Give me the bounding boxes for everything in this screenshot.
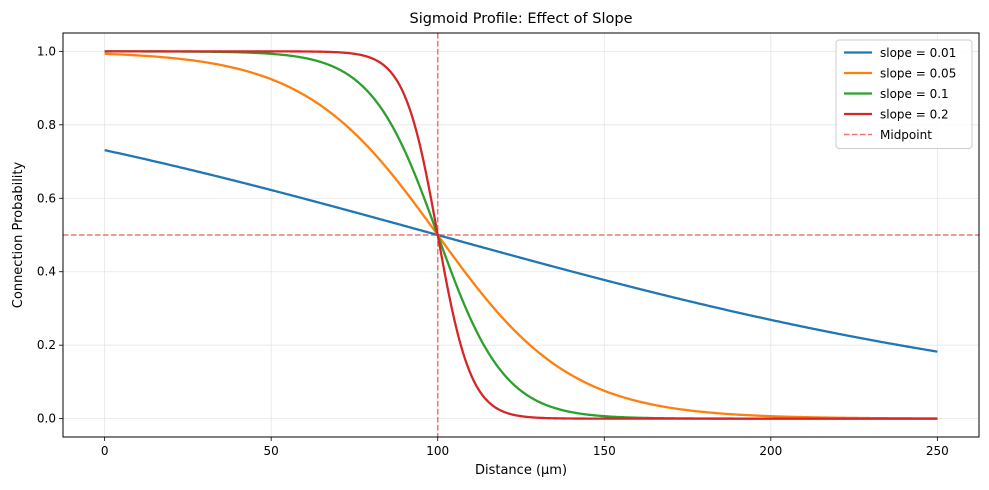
legend-label: Midpoint (880, 128, 932, 142)
x-tick-label: 100 (426, 444, 449, 458)
x-tick-label: 0 (101, 444, 109, 458)
series-line-4 (104, 50, 938, 420)
x-tick-label: 50 (264, 444, 279, 458)
y-tick-label: 0.2 (37, 338, 56, 352)
x-tick-label: 200 (759, 444, 782, 458)
y-axis-label: Connection Probability (11, 161, 26, 308)
y-axis-ticks: 0.0 0.2 0.4 0.6 0.8 1.0 (37, 44, 63, 426)
legend: slope = 0.01 slope = 0.05 slope = 0.1 slope… (835, 39, 973, 149)
x-tick-label: 150 (593, 444, 616, 458)
chart-title: Sigmoid Profile: Effect of Slope (409, 11, 632, 27)
x-axis-ticks: 0 50 100 150 200 250 (101, 437, 949, 458)
legend-label: slope = 0.01 (880, 46, 956, 60)
y-tick-label: 0.4 (37, 265, 56, 279)
x-axis-label: Distance (µm) (475, 463, 567, 478)
plot-frame (62, 32, 980, 438)
y-tick-label: 1.0 (37, 44, 56, 58)
legend-label: slope = 0.05 (880, 66, 956, 80)
y-tick-label: 0.8 (37, 118, 56, 132)
legend-box (835, 39, 973, 149)
y-tick-label: 0.0 (37, 412, 56, 426)
y-tick-label: 0.6 (37, 191, 56, 205)
legend-label: slope = 0.1 (880, 87, 949, 101)
series-lines (104, 50, 938, 420)
x-tick-label: 250 (926, 444, 949, 458)
legend-label: slope = 0.2 (880, 107, 949, 121)
series-line-1 (104, 149, 938, 353)
series-line-2 (104, 52, 938, 420)
